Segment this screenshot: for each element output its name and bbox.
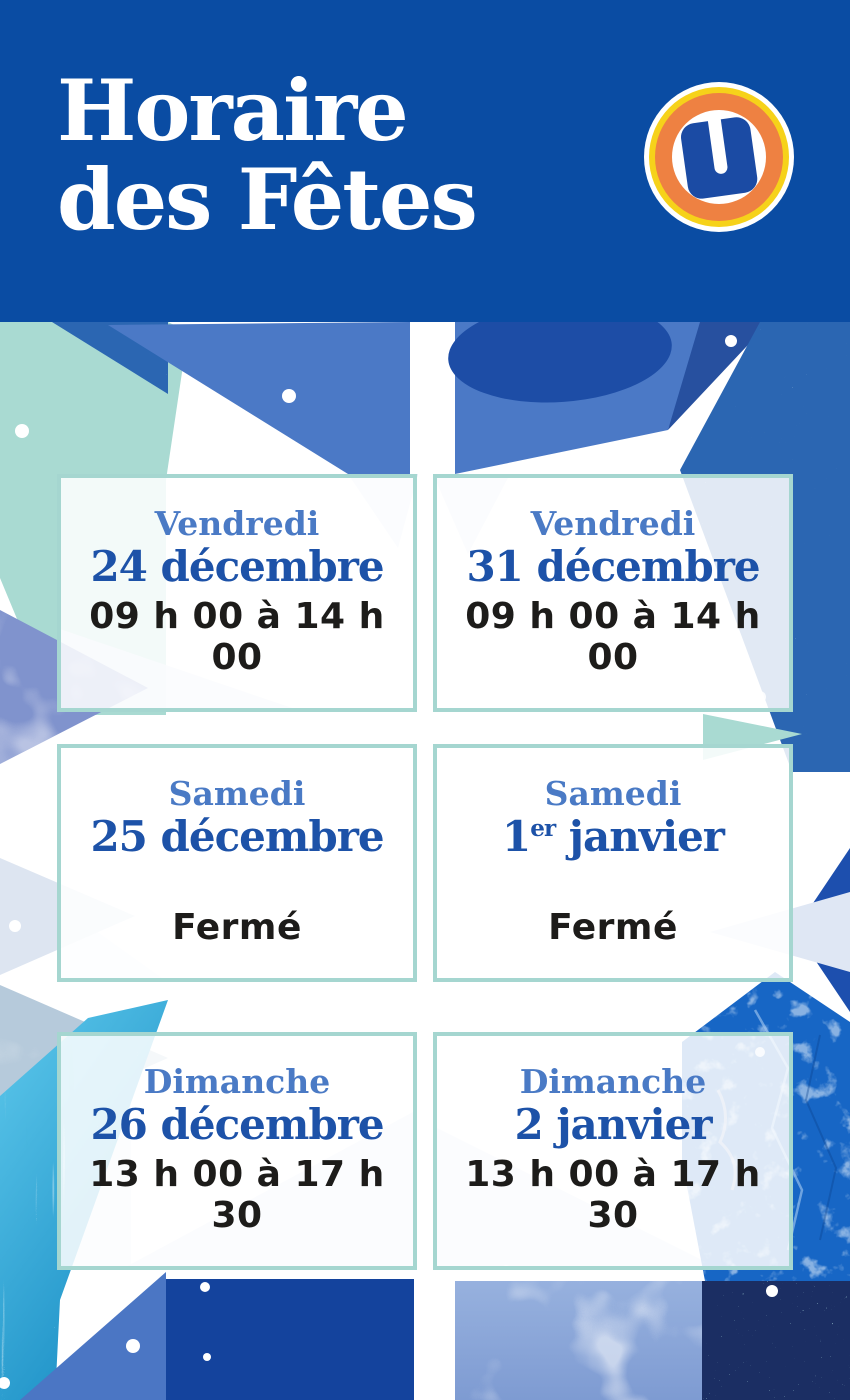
date-label: 2 janvier: [514, 1099, 712, 1149]
day-label: Samedi: [168, 774, 306, 813]
hours-value: 13 h 00 à 17 h 30: [89, 1154, 385, 1236]
page-title-line2: des Fêtes: [57, 150, 478, 250]
date-label: 24 décembre: [90, 541, 384, 591]
schedule-card-samedi-25-decembre: Samedi 25 décembre Fermé: [57, 744, 417, 982]
schedule-card-vendredi-24-decembre: Vendredi 24 décembre 09 h 00 à 14 h 00: [57, 474, 417, 712]
date-superscript: er: [530, 814, 556, 842]
page-title: Horaire des Fêtes: [57, 66, 478, 244]
day-label: Dimanche: [519, 1062, 707, 1101]
hours-value: Fermé: [172, 907, 302, 948]
schedule-card-dimanche-2-janvier: Dimanche 2 janvier 13 h 00 à 17 h 30: [433, 1032, 793, 1270]
date-label: 1er janvier: [502, 811, 725, 861]
page-title-line1: Horaire: [57, 61, 409, 160]
schedule-card-vendredi-31-decembre: Vendredi 31 décembre 09 h 00 à 14 h 00: [433, 474, 793, 712]
day-label: Samedi: [544, 774, 682, 813]
day-label: Vendredi: [154, 504, 320, 543]
date-label: 25 décembre: [90, 811, 384, 861]
u-logo: [644, 82, 794, 232]
schedule-card-dimanche-26-decembre: Dimanche 26 décembre 13 h 00 à 17 h 30: [57, 1032, 417, 1270]
day-label: Vendredi: [530, 504, 696, 543]
hours-value: 09 h 00 à 14 h 00: [89, 596, 385, 678]
date-label: 26 décembre: [90, 1099, 384, 1149]
date-label: 31 décembre: [466, 541, 760, 591]
hours-value: 09 h 00 à 14 h 00: [465, 596, 761, 678]
schedule-card-samedi-1er-janvier: Samedi 1er janvier Fermé: [433, 744, 793, 982]
hours-value: 13 h 00 à 17 h 30: [465, 1154, 761, 1236]
u-logo-icon: [644, 82, 794, 232]
header: Horaire des Fêtes: [0, 0, 850, 322]
u-logo-letter: [681, 112, 758, 199]
hours-value: Fermé: [548, 907, 678, 948]
day-label: Dimanche: [143, 1062, 331, 1101]
